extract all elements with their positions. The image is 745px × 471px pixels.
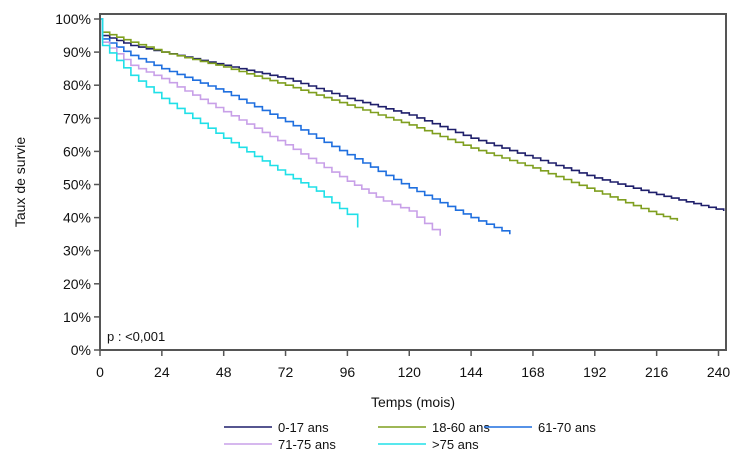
x-tick-label: 48: [216, 364, 232, 380]
x-tick-label: 72: [278, 364, 294, 380]
x-tick-label: 144: [459, 364, 483, 380]
legend-label: >75 ans: [432, 437, 479, 452]
legend-label: 18-60 ans: [432, 420, 490, 435]
y-tick-label: 80%: [63, 77, 91, 93]
legend: 0-17 ans 18-60 ans 61-70 ans 71-75 ans >75 a…: [224, 420, 596, 452]
series-line-2: [100, 18, 511, 235]
y-axis: 0% 10% 20% 30% 40% 50% 60% 70% 80% 90% 100%: [55, 11, 100, 358]
legend-label: 71-75 ans: [278, 437, 336, 452]
series-line-3: [100, 18, 441, 236]
y-tick-label: 90%: [63, 44, 91, 60]
x-tick-label: 192: [583, 364, 607, 380]
x-tick-label: 120: [398, 364, 422, 380]
y-tick-label: 100%: [55, 11, 91, 27]
x-axis-label: Temps (mois): [371, 394, 455, 410]
legend-item: 0-17 ans: [224, 420, 329, 435]
y-axis-label: Taux de survie: [12, 137, 28, 227]
series-line-4: [100, 18, 359, 228]
series-line-1: [100, 18, 679, 221]
x-tick-label: 0: [96, 364, 104, 380]
y-tick-label: 20%: [63, 276, 91, 292]
y-tick-label: 30%: [63, 243, 91, 259]
x-tick-label: 168: [521, 364, 545, 380]
legend-item: 18-60 ans: [378, 420, 490, 435]
y-tick-label: 60%: [63, 143, 91, 159]
x-tick-label: 216: [645, 364, 669, 380]
y-tick-label: 70%: [63, 110, 91, 126]
x-tick-label: 240: [707, 364, 731, 380]
legend-item: 61-70 ans: [484, 420, 596, 435]
plot-frame: [99, 13, 727, 351]
x-tick-label: 24: [154, 364, 170, 380]
y-tick-label: 0%: [71, 342, 91, 358]
legend-label: 61-70 ans: [538, 420, 596, 435]
p-value-annotation: p : <0,001: [107, 329, 165, 344]
y-tick-label: 10%: [63, 309, 91, 325]
legend-item: 71-75 ans: [224, 437, 336, 452]
legend-label: 0-17 ans: [278, 420, 329, 435]
legend-item: >75 ans: [378, 437, 479, 452]
y-tick-label: 40%: [63, 210, 91, 226]
x-tick-label: 96: [340, 364, 356, 380]
x-axis: 0 24 48 72 96 120 144 168 192 216 240: [96, 350, 730, 380]
y-tick-label: 50%: [63, 177, 91, 193]
series-lines: [100, 18, 725, 236]
